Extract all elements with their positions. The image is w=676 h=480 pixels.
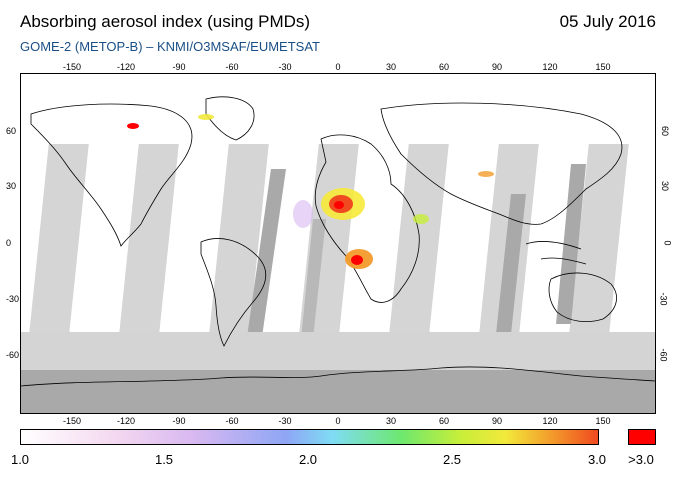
lon-tick-top: -60 — [225, 62, 239, 72]
lon-tick-bottom: -30 — [278, 416, 292, 426]
greenland-coast — [205, 96, 255, 141]
lon-tick-bottom: 60 — [438, 416, 450, 426]
colorbar-max-swatch — [628, 429, 656, 445]
lon-tick-top: -150 — [62, 62, 82, 72]
lon-tick-top: -120 — [116, 62, 136, 72]
aerosol-plume-sahara-max — [334, 201, 344, 209]
lon-tick-bottom: 30 — [385, 416, 397, 426]
lon-tick-bottom: 120 — [542, 416, 558, 426]
colorbar-label: 3.0 — [587, 452, 607, 467]
colorbar-max-label: >3.0 — [628, 452, 654, 467]
lon-tick-bottom: 90 — [491, 416, 503, 426]
colorbar-label: 2.0 — [298, 452, 318, 467]
lon-tick-bottom: -120 — [116, 416, 136, 426]
lat-tick-right: 0 — [662, 240, 673, 246]
lat-tick-right: 60 — [659, 125, 670, 137]
lat-tick-left: 0 — [6, 238, 12, 248]
antarctica-coast — [21, 366, 655, 387]
page-title: Absorbing aerosol index (using PMDs) — [20, 12, 311, 31]
lon-tick-top: 30 — [385, 62, 397, 72]
aerosol-plume-central-africa-core — [351, 255, 363, 265]
subtitle: GOME-2 (METOP-B) – KNMI/O3MSAF/EUMETSAT — [20, 39, 320, 54]
colorbar-label: 2.5 — [442, 452, 462, 467]
australia-coast — [548, 272, 617, 323]
lon-tick-top: 90 — [491, 62, 503, 72]
lon-tick-bottom: 0 — [335, 416, 341, 426]
lon-tick-top: 60 — [438, 62, 450, 72]
aerosol-plume-pakistan — [478, 171, 494, 177]
lon-tick-top: 120 — [542, 62, 558, 72]
lon-tick-top: 150 — [595, 62, 611, 72]
lon-tick-bottom: -60 — [225, 416, 239, 426]
lon-tick-bottom: -150 — [62, 416, 82, 426]
lat-tick-right: -30 — [658, 292, 669, 306]
aerosol-plume-arabia — [413, 214, 429, 224]
gap-swath-asia — [556, 164, 586, 324]
lat-tick-left: -60 — [6, 350, 20, 360]
gap-swath-atlantic — [301, 219, 326, 339]
lon-tick-top: -90 — [172, 62, 186, 72]
lon-tick-top: 0 — [335, 62, 341, 72]
gap-swath-indian — [496, 194, 526, 334]
aerosol-plume-canada — [127, 123, 139, 129]
lon-tick-top: -30 — [278, 62, 292, 72]
colorbar-gradient — [20, 429, 599, 445]
aerosol-haze-atlantic — [293, 200, 313, 228]
lat-tick-right: 30 — [659, 180, 670, 192]
no-data-swaths — [21, 144, 655, 344]
map-canvas — [21, 96, 655, 413]
lat-tick-left: 60 — [6, 126, 17, 136]
colorbar-label: 1.5 — [154, 452, 174, 467]
lon-tick-bottom: -90 — [172, 416, 186, 426]
colorbar-label: 1.0 — [10, 452, 30, 467]
lat-tick-right: -60 — [658, 348, 669, 362]
date-label: 05 July 2016 — [559, 12, 656, 31]
southern-no-data — [21, 332, 655, 372]
aerosol-plume-north-canada — [198, 114, 214, 120]
gap-swath-pacific — [246, 169, 286, 344]
lat-tick-left: -30 — [6, 294, 20, 304]
lon-tick-bottom: 150 — [595, 416, 611, 426]
asia-coast — [380, 102, 623, 225]
south-america-coast — [200, 238, 266, 347]
world-map — [20, 73, 656, 414]
north-america-coast — [30, 103, 193, 247]
antarctic-no-data — [21, 370, 655, 413]
europe-africa-coast — [314, 134, 420, 303]
lat-tick-left: 30 — [6, 181, 17, 191]
indonesia-coast — [525, 241, 587, 265]
